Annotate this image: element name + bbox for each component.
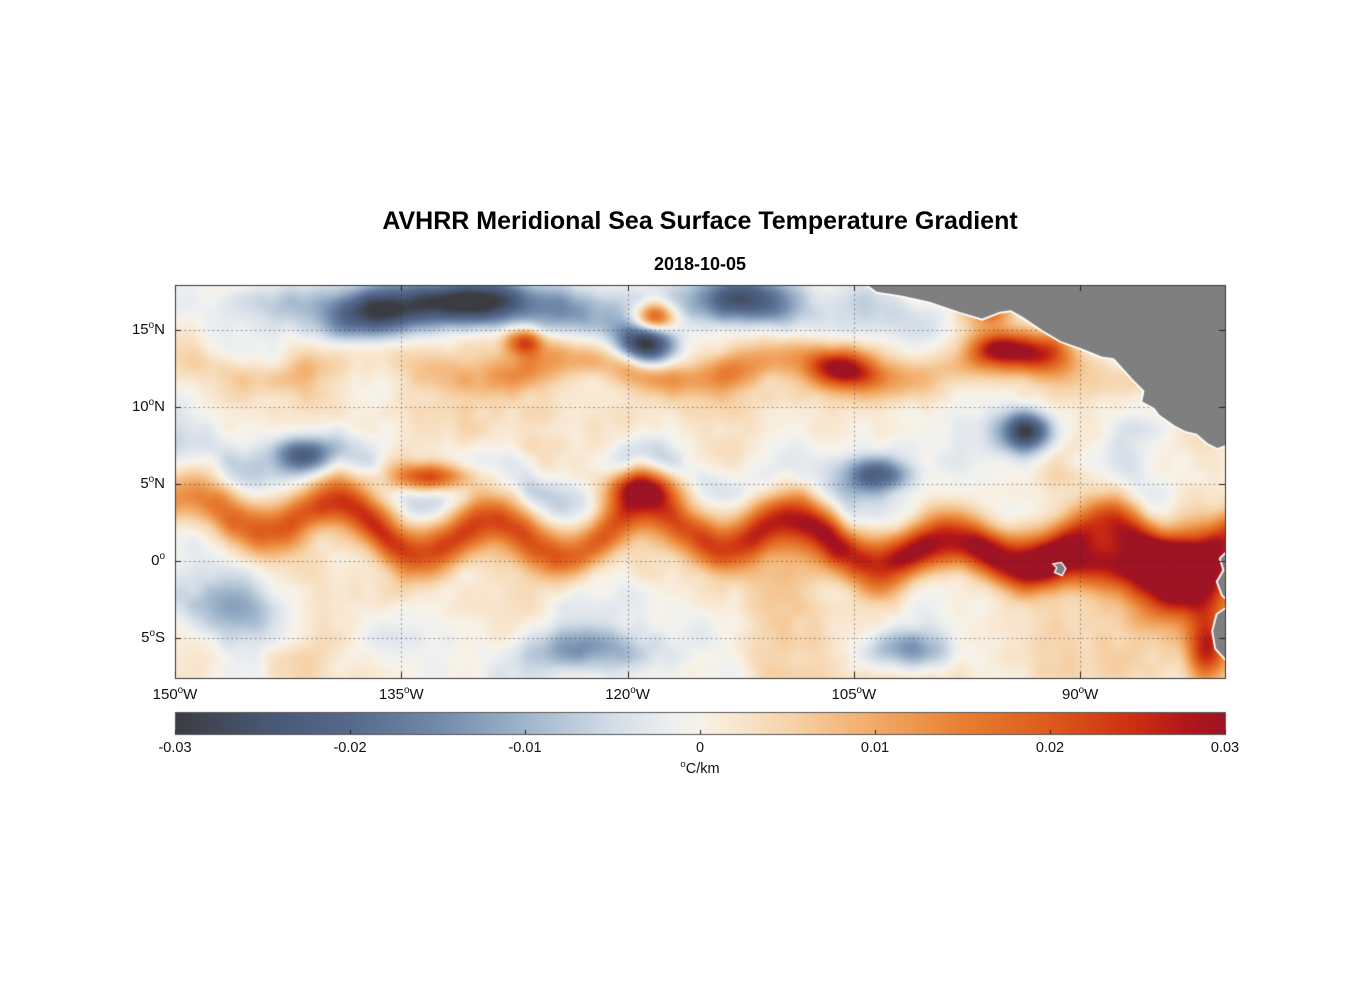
chart-subtitle: 2018-10-05	[653, 254, 747, 274]
y-tick-label: 5oS	[141, 627, 165, 646]
colorbar-tick-label: 0	[695, 740, 705, 756]
y-tick-label: 5oN	[140, 473, 165, 492]
x-tick-label: 105oW	[831, 685, 877, 703]
y-tick-label: 0o	[151, 550, 165, 569]
y-tick-label: 10oN	[131, 396, 165, 415]
colorbar-tick-label: 0.01	[860, 740, 890, 756]
y-tick-label: 15oN	[131, 319, 165, 338]
colorbar-tick-label: -0.02	[333, 740, 367, 756]
x-tick-label: 135oW	[378, 685, 424, 703]
x-tick-label: 90oW	[1061, 685, 1099, 703]
colorbar-unit-label: oC/km	[680, 759, 720, 777]
chart-title: AVHRR Meridional Sea Surface Temperature…	[382, 207, 1018, 235]
colorbar-tick-label: -0.01	[508, 740, 542, 756]
colorbar-tick-label: 0.02	[1035, 740, 1065, 756]
colorbar-tick-label: 0.03	[1210, 740, 1240, 756]
x-tick-label: 120oW	[605, 685, 650, 703]
x-tick-label: 150oW	[152, 685, 198, 703]
colorbar-tick-label: -0.03	[158, 740, 192, 756]
